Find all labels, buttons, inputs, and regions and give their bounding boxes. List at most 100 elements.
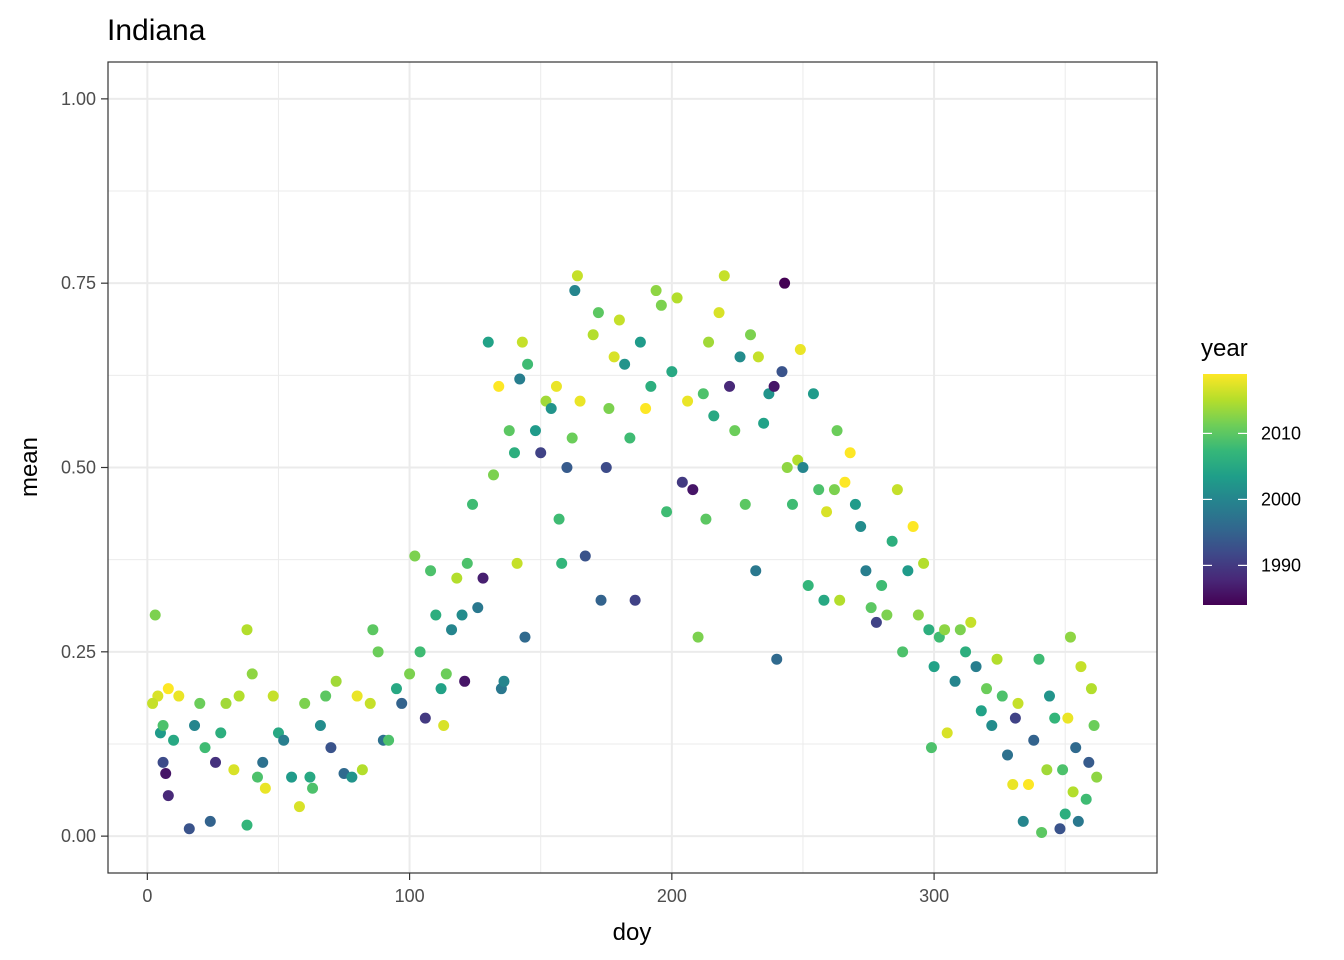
- data-point: [383, 734, 395, 746]
- data-point: [831, 425, 843, 437]
- data-point: [404, 668, 416, 680]
- data-point: [535, 447, 547, 459]
- data-point: [925, 742, 937, 754]
- data-point: [1033, 653, 1045, 665]
- data-point: [771, 653, 783, 665]
- data-point: [1054, 823, 1066, 835]
- data-point: [210, 756, 222, 768]
- data-point: [511, 557, 523, 569]
- data-point: [781, 462, 793, 473]
- data-point: [876, 579, 888, 591]
- data-point: [1091, 771, 1103, 783]
- data-point: [204, 815, 216, 827]
- data-point: [655, 299, 667, 311]
- data-point: [1067, 786, 1079, 798]
- data-point: [613, 314, 625, 326]
- y-axis-title: mean: [16, 437, 43, 497]
- data-point: [516, 336, 528, 348]
- data-point: [556, 557, 568, 569]
- data-point: [241, 624, 253, 636]
- data-point: [912, 609, 924, 621]
- data-point: [776, 366, 788, 378]
- data-point: [488, 469, 500, 481]
- data-point: [881, 609, 893, 621]
- data-point: [918, 557, 930, 569]
- data-point: [561, 462, 573, 473]
- data-point: [1072, 815, 1084, 827]
- data-point: [553, 513, 565, 525]
- data-point: [965, 616, 977, 628]
- data-point: [574, 395, 586, 407]
- legend-ticks: 1990 2000 2010: [1203, 423, 1301, 575]
- data-point: [802, 579, 814, 591]
- data-point: [419, 712, 431, 724]
- data-point: [194, 697, 206, 709]
- data-point: [907, 520, 919, 532]
- data-point: [160, 767, 172, 779]
- data-point: [514, 373, 526, 385]
- data-point: [1083, 756, 1095, 768]
- data-point: [472, 602, 484, 614]
- data-point: [991, 653, 1003, 665]
- data-point: [183, 823, 195, 835]
- data-point: [162, 790, 174, 802]
- data-point: [750, 565, 762, 577]
- data-point: [440, 668, 452, 680]
- data-point: [592, 307, 604, 319]
- x-tick-label: 100: [395, 886, 425, 906]
- data-point: [739, 498, 751, 510]
- data-point: [713, 307, 725, 319]
- data-point: [697, 388, 709, 400]
- data-point: [797, 462, 809, 473]
- data-point: [941, 727, 953, 739]
- data-point: [1080, 793, 1092, 805]
- data-point: [409, 550, 421, 562]
- data-point: [493, 380, 505, 392]
- data-point: [246, 668, 258, 680]
- data-point: [259, 782, 271, 794]
- data-point: [1017, 815, 1029, 827]
- data-point: [975, 705, 987, 717]
- data-point: [807, 388, 819, 400]
- data-point: [425, 565, 437, 577]
- data-point: [430, 609, 442, 621]
- data-point: [173, 690, 185, 702]
- data-point: [794, 344, 806, 356]
- data-point: [1012, 697, 1024, 709]
- data-point: [320, 690, 332, 702]
- data-point: [396, 697, 408, 709]
- data-point: [571, 270, 583, 282]
- legend: year 1990 2000 2010: [1201, 335, 1301, 605]
- data-point: [603, 403, 615, 415]
- data-point: [1028, 734, 1040, 746]
- data-point: [902, 565, 914, 577]
- data-point: [364, 697, 376, 709]
- data-point: [356, 764, 368, 776]
- data-point: [608, 351, 620, 363]
- x-tick-label: 200: [657, 886, 687, 906]
- data-point: [954, 624, 966, 636]
- data-point: [1070, 742, 1082, 754]
- data-point: [522, 358, 534, 370]
- data-point: [692, 631, 704, 643]
- data-point: [1022, 779, 1034, 791]
- data-point: [1049, 712, 1061, 724]
- data-point: [865, 602, 877, 614]
- y-axis: 0.00 0.25 0.50 0.75 1.00: [61, 89, 108, 846]
- data-point: [996, 690, 1008, 702]
- data-point: [550, 380, 562, 392]
- data-point: [367, 624, 379, 636]
- x-axis: 0 100 200 300: [142, 873, 949, 906]
- data-point: [1043, 690, 1055, 702]
- data-point: [986, 720, 998, 732]
- data-point: [600, 462, 612, 473]
- y-tick-label: 0.75: [61, 273, 96, 293]
- data-point: [1009, 712, 1021, 724]
- data-point: [813, 484, 825, 496]
- data-point: [645, 380, 657, 392]
- data-point: [821, 506, 833, 518]
- data-point: [671, 292, 683, 304]
- data-point: [970, 661, 982, 673]
- data-point: [414, 646, 426, 658]
